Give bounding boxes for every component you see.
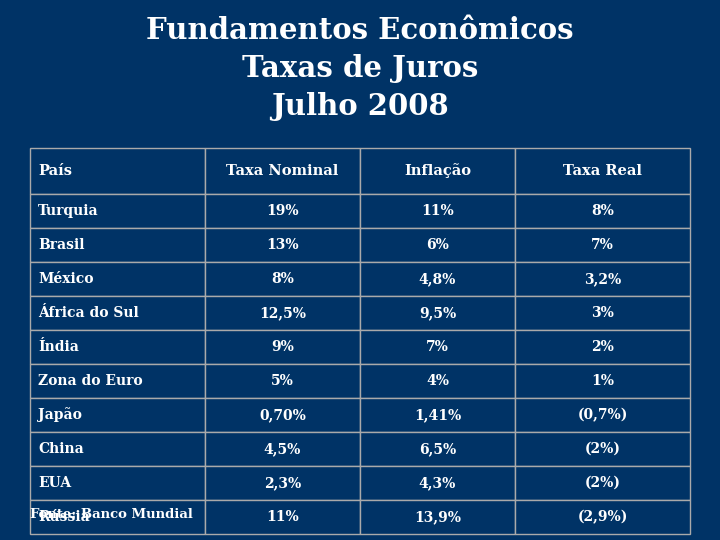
Bar bbox=[360, 364, 515, 398]
Bar bbox=[205, 500, 360, 534]
Bar bbox=[515, 194, 690, 228]
Text: 1%: 1% bbox=[591, 374, 614, 388]
Bar bbox=[515, 364, 690, 398]
Text: 5%: 5% bbox=[271, 374, 294, 388]
Bar bbox=[205, 228, 360, 262]
Bar bbox=[205, 466, 360, 500]
Bar bbox=[515, 228, 690, 262]
Text: Julho 2008: Julho 2008 bbox=[271, 92, 449, 121]
Text: Taxas de Juros: Taxas de Juros bbox=[242, 54, 478, 83]
Bar bbox=[30, 466, 205, 500]
Bar bbox=[205, 330, 360, 364]
Bar bbox=[360, 432, 515, 466]
Text: 2%: 2% bbox=[591, 340, 614, 354]
Text: 7%: 7% bbox=[591, 238, 614, 252]
Bar bbox=[30, 228, 205, 262]
Text: 13,9%: 13,9% bbox=[414, 510, 461, 524]
Bar bbox=[360, 500, 515, 534]
Bar bbox=[30, 500, 205, 534]
Text: Índia: Índia bbox=[38, 340, 79, 354]
Text: 3,2%: 3,2% bbox=[584, 272, 621, 286]
Bar bbox=[360, 262, 515, 296]
Text: 9,5%: 9,5% bbox=[419, 306, 456, 320]
Text: 8%: 8% bbox=[271, 272, 294, 286]
Text: 0,70%: 0,70% bbox=[259, 408, 306, 422]
Bar bbox=[515, 262, 690, 296]
Text: País: País bbox=[38, 164, 72, 178]
Bar bbox=[360, 148, 515, 194]
Bar bbox=[360, 296, 515, 330]
Text: Rússia: Rússia bbox=[38, 510, 90, 524]
Text: 11%: 11% bbox=[266, 510, 299, 524]
Bar bbox=[515, 432, 690, 466]
Bar bbox=[30, 364, 205, 398]
Bar bbox=[515, 466, 690, 500]
Text: Taxa Real: Taxa Real bbox=[563, 164, 642, 178]
Bar bbox=[205, 432, 360, 466]
Text: 4,8%: 4,8% bbox=[419, 272, 456, 286]
Bar bbox=[30, 148, 205, 194]
Bar bbox=[30, 296, 205, 330]
Bar bbox=[515, 398, 690, 432]
Text: Fundamentos Econômicos: Fundamentos Econômicos bbox=[146, 16, 574, 45]
Text: México: México bbox=[38, 272, 94, 286]
Text: 9%: 9% bbox=[271, 340, 294, 354]
Text: Brasil: Brasil bbox=[38, 238, 84, 252]
Bar bbox=[30, 432, 205, 466]
Text: EUA: EUA bbox=[38, 476, 71, 490]
Text: 13%: 13% bbox=[266, 238, 299, 252]
Text: 6%: 6% bbox=[426, 238, 449, 252]
Bar bbox=[360, 330, 515, 364]
Text: (2,9%): (2,9%) bbox=[577, 510, 628, 524]
Text: (2%): (2%) bbox=[585, 442, 621, 456]
Bar bbox=[205, 364, 360, 398]
Text: 3%: 3% bbox=[591, 306, 614, 320]
Text: Inflação: Inflação bbox=[404, 164, 471, 178]
Bar bbox=[360, 228, 515, 262]
Text: Fonte: Banco Mundial: Fonte: Banco Mundial bbox=[30, 508, 193, 521]
Bar bbox=[205, 194, 360, 228]
Text: China: China bbox=[38, 442, 84, 456]
Bar bbox=[515, 500, 690, 534]
Text: 1,41%: 1,41% bbox=[414, 408, 462, 422]
Bar bbox=[30, 194, 205, 228]
Text: 19%: 19% bbox=[266, 204, 299, 218]
Text: 4,5%: 4,5% bbox=[264, 442, 301, 456]
Text: 4,3%: 4,3% bbox=[419, 476, 456, 490]
Text: 2,3%: 2,3% bbox=[264, 476, 301, 490]
Text: 4%: 4% bbox=[426, 374, 449, 388]
Bar bbox=[360, 466, 515, 500]
Bar bbox=[30, 262, 205, 296]
Text: África do Sul: África do Sul bbox=[38, 306, 139, 320]
Text: Japão: Japão bbox=[38, 408, 82, 422]
Bar bbox=[360, 194, 515, 228]
Text: 12,5%: 12,5% bbox=[259, 306, 306, 320]
Bar bbox=[205, 398, 360, 432]
Text: 8%: 8% bbox=[591, 204, 614, 218]
Bar bbox=[205, 262, 360, 296]
Text: Taxa Nominal: Taxa Nominal bbox=[226, 164, 338, 178]
Bar bbox=[205, 296, 360, 330]
Text: 11%: 11% bbox=[421, 204, 454, 218]
Text: Zona do Euro: Zona do Euro bbox=[38, 374, 143, 388]
Text: 7%: 7% bbox=[426, 340, 449, 354]
Bar bbox=[515, 148, 690, 194]
Bar bbox=[515, 330, 690, 364]
Bar bbox=[515, 296, 690, 330]
Text: Turquia: Turquia bbox=[38, 204, 99, 218]
Bar bbox=[360, 398, 515, 432]
Text: 6,5%: 6,5% bbox=[419, 442, 456, 456]
Text: (2%): (2%) bbox=[585, 476, 621, 490]
Text: (0,7%): (0,7%) bbox=[577, 408, 628, 422]
Bar bbox=[205, 148, 360, 194]
Bar bbox=[30, 330, 205, 364]
Bar bbox=[30, 398, 205, 432]
